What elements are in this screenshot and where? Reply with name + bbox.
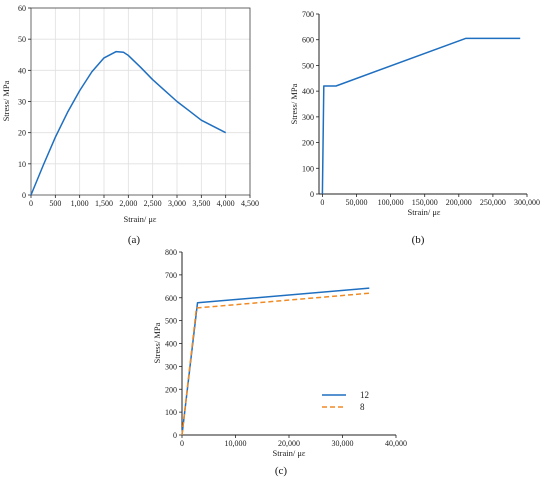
y-tick-label: 500 — [302, 61, 314, 70]
legend-label: 12 — [360, 390, 369, 400]
x-tick-label: 3,000 — [168, 199, 186, 208]
y-tick-label: 40 — [18, 66, 26, 75]
x-tick-label: 200,000 — [446, 198, 472, 207]
series-line-0 — [321, 37, 521, 195]
x-axis-label: Strain/ με — [124, 214, 157, 224]
y-tick-label: 500 — [165, 317, 177, 326]
series-line-12 — [181, 287, 370, 436]
y-tick-label: 400 — [302, 87, 314, 96]
y-tick-label: 700 — [302, 10, 314, 19]
panel-caption: (c) — [275, 465, 288, 477]
chart-2: 0 10,000 20,000 30,000 40,000 0 100 200 300 400 50… — [152, 248, 407, 477]
y-tick-label: 0 — [310, 190, 314, 199]
panel-caption: (b) — [412, 234, 425, 246]
series-line-0 — [30, 50, 227, 196]
x-tick-label: 2,500 — [144, 199, 162, 208]
x-tick-label: 4,500 — [241, 199, 259, 208]
y-tick-label: 600 — [302, 36, 314, 45]
y-tick-label: 30 — [18, 98, 26, 107]
x-tick-label: 100,000 — [378, 198, 404, 207]
series-line-8 — [181, 292, 370, 436]
y-axis-label: Stress/ MPa — [289, 83, 299, 124]
y-axis-label: Stress/ MPa — [1, 80, 11, 121]
y-tick-label: 300 — [302, 113, 314, 122]
x-tick-label: 30,000 — [332, 439, 354, 448]
panel-caption: (a) — [128, 234, 141, 246]
y-tick-label: 200 — [165, 385, 177, 394]
y-tick-label: 60 — [18, 4, 26, 13]
x-tick-label: 20,000 — [278, 439, 300, 448]
y-tick-label: 0 — [22, 191, 26, 200]
x-tick-label: 1,000 — [71, 199, 89, 208]
x-tick-label: 10,000 — [225, 439, 247, 448]
x-axis-label: Strain/ με — [273, 448, 306, 458]
y-tick-label: 300 — [165, 362, 177, 371]
y-tick-label: 100 — [165, 408, 177, 417]
x-tick-label: 300,000 — [514, 198, 540, 207]
chart-1: 0 50,000 100,000 150,000 200,000 250,000 300,0… — [289, 10, 540, 246]
chart-0: 0 500 1,000 1,500 2,000 2,500 3,000 3,500 4,000 4… — [1, 4, 259, 246]
x-tick-label: 250,000 — [480, 198, 506, 207]
y-tick-label: 0 — [173, 431, 177, 440]
x-tick-label: 500 — [49, 199, 61, 208]
y-tick-label: 400 — [165, 340, 177, 349]
y-tick-label: 100 — [302, 164, 314, 173]
y-tick-label: 200 — [302, 139, 314, 148]
x-tick-label: 0 — [29, 199, 33, 208]
x-tick-label: 1,500 — [95, 199, 113, 208]
legend-label: 8 — [360, 402, 365, 412]
x-tick-label: 150,000 — [412, 198, 438, 207]
y-tick-label: 700 — [165, 271, 177, 280]
x-tick-label: 0 — [320, 198, 324, 207]
x-tick-label: 3,500 — [192, 199, 210, 208]
y-tick-label: 20 — [18, 129, 26, 138]
y-axis-label: Stress/ MPa — [152, 322, 162, 363]
x-tick-label: 2,000 — [119, 199, 137, 208]
y-tick-label: 10 — [18, 160, 26, 169]
y-tick-label: 800 — [165, 248, 177, 257]
x-tick-label: 40,000 — [385, 439, 407, 448]
x-tick-label: 50,000 — [346, 198, 368, 207]
x-tick-label: 0 — [180, 439, 184, 448]
y-tick-label: 50 — [18, 35, 26, 44]
y-tick-label: 600 — [165, 294, 177, 303]
x-tick-label: 4,000 — [217, 199, 235, 208]
x-axis-label: Strain/ με — [408, 207, 441, 217]
